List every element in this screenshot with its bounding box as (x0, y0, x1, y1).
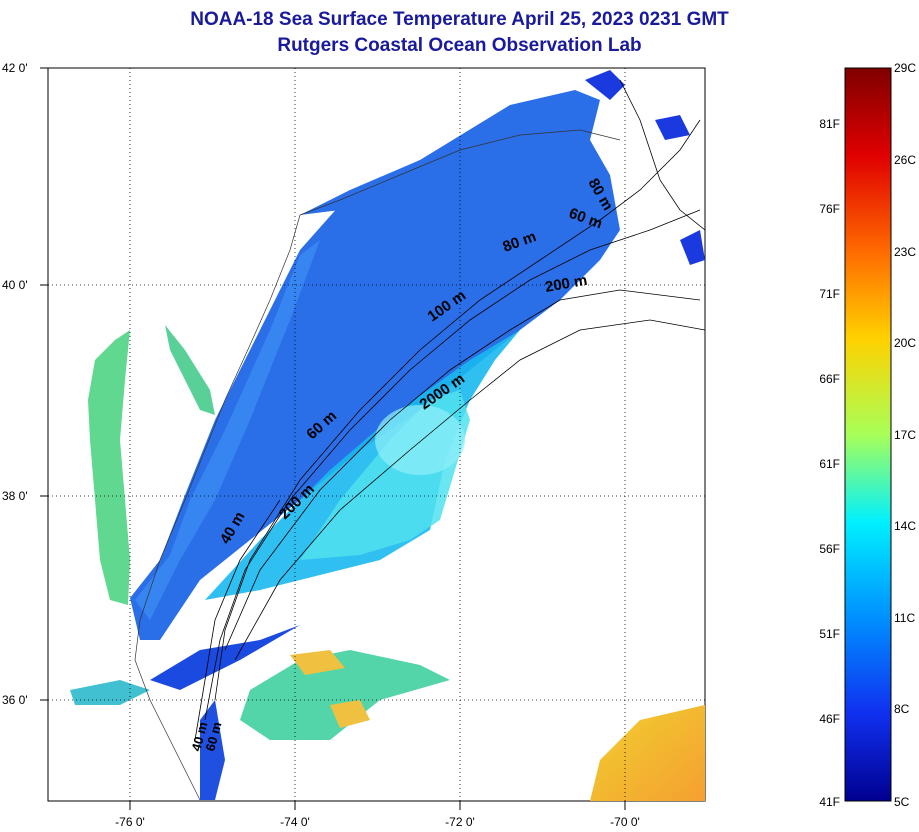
contour-label-40m-south: 40 m (188, 720, 210, 753)
chesapeake-bay (88, 330, 130, 605)
cbar-f-81: 81F (819, 117, 840, 131)
warm-spot-1 (290, 650, 345, 675)
lat-label-40: 40 0' (2, 278, 28, 292)
nearshore-water (135, 240, 320, 620)
lon-label-70: -70 0' (610, 815, 640, 829)
cbar-c-23: 23C (894, 245, 916, 259)
chart-title: NOAA-18 Sea Surface Temperature April 25… (190, 9, 729, 30)
axis-ticks (40, 67, 626, 810)
lon-label-76: -76 0' (115, 815, 145, 829)
colorbar (844, 67, 892, 802)
chart-subtitle: Rutgers Coastal Ocean Observation Lab (277, 35, 642, 56)
south-patches (150, 625, 300, 690)
colorbar-c-labels: 29C 26C 23C 20C 17C 14C 11C 8C 5C (894, 61, 916, 809)
gulf-of-maine-patches (585, 70, 705, 265)
cbar-c-20: 20C (894, 336, 916, 350)
albemarle-sound (70, 680, 150, 705)
lat-label-42: 42 0' (2, 61, 28, 75)
cbar-f-66: 66F (819, 372, 840, 386)
cbar-f-56: 56F (819, 542, 840, 556)
lon-label-74: -74 0' (280, 815, 310, 829)
bathymetry-contours (194, 79, 705, 741)
cbar-f-61: 61F (819, 457, 840, 471)
cbar-f-71: 71F (819, 287, 840, 301)
gulf-stream (590, 705, 705, 801)
cbar-c-8: 8C (894, 702, 910, 716)
graticule (48, 68, 705, 801)
lon-labels: -76 0' -74 0' -72 0' -70 0' (115, 815, 640, 829)
warm-spot-2 (330, 700, 370, 728)
colorbar-f-labels: 81F 76F 71F 66F 61F 56F 51F 46F 41F (819, 117, 840, 809)
lon-label-72: -72 0' (445, 815, 475, 829)
cbar-c-5: 5C (894, 795, 910, 809)
outer-banks-water (200, 700, 225, 800)
cbar-f-51: 51F (819, 627, 840, 641)
cbar-f-76: 76F (819, 202, 840, 216)
map-content (70, 70, 705, 801)
lat-label-36: 36 0' (2, 693, 28, 707)
cbar-c-14: 14C (894, 519, 916, 533)
delaware-bay (165, 325, 215, 415)
cbar-c-29: 29C (894, 61, 916, 75)
lat-label-38: 38 0' (2, 489, 28, 503)
cbar-c-11: 11C (894, 611, 915, 625)
cbar-f-41: 41F (819, 795, 840, 809)
cbar-c-17: 17C (894, 428, 916, 442)
contour-label-60m-south: 60 m (202, 720, 224, 753)
cbar-c-26: 26C (894, 153, 916, 167)
lat-labels: 42 0' 40 0' 38 0' 36 0' (2, 61, 28, 707)
long-island-sound (300, 140, 520, 215)
coastlines (134, 129, 621, 801)
shelf-water (130, 90, 620, 640)
south-warm-patches (240, 650, 450, 740)
cbar-f-46: 46F (819, 712, 840, 726)
